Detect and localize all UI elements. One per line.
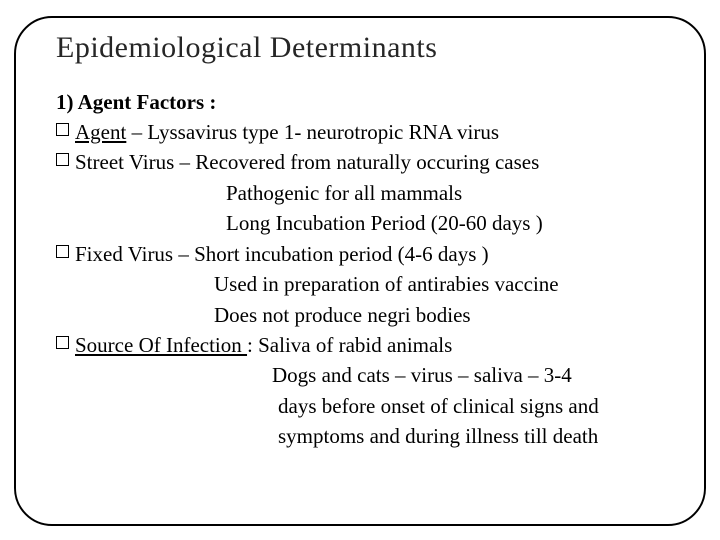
section-heading: 1) Agent Factors : [56, 87, 686, 117]
slide-container: Epidemiological Determinants 1) Agent Fa… [0, 0, 720, 540]
slide-frame: Epidemiological Determinants 1) Agent Fa… [14, 16, 706, 526]
source-sub-b: days before onset of clinical signs and [56, 391, 686, 421]
agent-rest: – Lyssavirus type 1- neurotropic RNA vir… [126, 120, 499, 144]
bullet-agent: Agent – Lyssavirus type 1- neurotropic R… [56, 117, 686, 147]
bullet-source: Source Of Infection : Saliva of rabid an… [56, 330, 686, 360]
agent-label: Agent [75, 120, 126, 144]
bullet-fixed-virus: Fixed Virus – Short incubation period (4… [56, 239, 686, 269]
source-sub-c: symptoms and during illness till death [56, 421, 686, 451]
street-sub-b: Long Incubation Period (20-60 days ) [56, 208, 686, 238]
fixed-sub-a: Used in preparation of antirabies vaccin… [56, 269, 686, 299]
checkbox-icon [56, 123, 69, 136]
bullet-text: Fixed Virus – Short incubation period (4… [75, 239, 489, 269]
body-content: 1) Agent Factors : Agent – Lyssavirus ty… [56, 87, 686, 452]
checkbox-icon [56, 336, 69, 349]
slide-title: Epidemiological Determinants [56, 28, 686, 69]
fixed-sub-b: Does not produce negri bodies [56, 300, 686, 330]
street-sub-a: Pathogenic for all mammals [56, 178, 686, 208]
source-sub-a: Dogs and cats – virus – saliva – 3-4 [56, 360, 686, 390]
checkbox-icon [56, 245, 69, 258]
bullet-text: Street Virus – Recovered from naturally … [75, 147, 539, 177]
source-label: Source Of Infection [75, 333, 247, 357]
source-rest: : Saliva of rabid animals [247, 333, 452, 357]
checkbox-icon [56, 153, 69, 166]
bullet-street-virus: Street Virus – Recovered from naturally … [56, 147, 686, 177]
bullet-text: Agent – Lyssavirus type 1- neurotropic R… [75, 117, 499, 147]
bullet-text: Source Of Infection : Saliva of rabid an… [75, 330, 452, 360]
